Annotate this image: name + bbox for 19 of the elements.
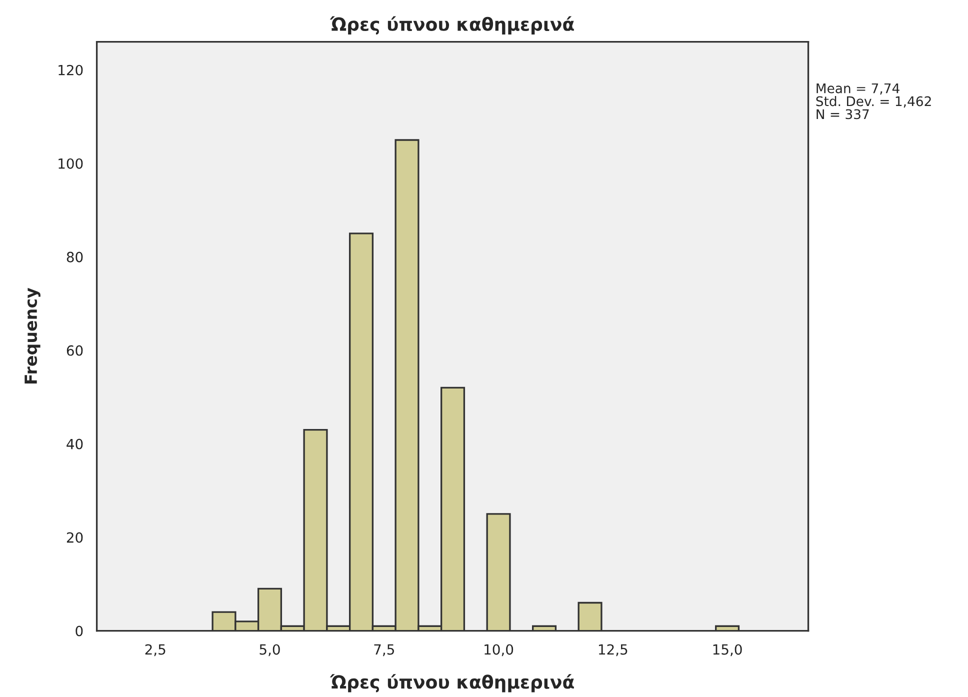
x-tick-label: 5,0 <box>260 644 280 656</box>
y-tick-label: 120 <box>58 64 83 76</box>
y-tick-label: 0 <box>76 626 83 636</box>
y-tick-label: 40 <box>66 438 83 450</box>
text: Std. Dev. = 1,462 <box>816 96 931 108</box>
x-tick-label: 12,5 <box>598 644 628 656</box>
y-tick-label: 80 <box>66 252 83 262</box>
y-tick-label: 100 <box>58 158 83 169</box>
x-tick-label: 7,5 <box>374 644 394 656</box>
x-tick-label: 15,0 <box>713 644 742 656</box>
y-axis-title: Frequency <box>24 288 40 384</box>
chart-title: Ώρες ύπνου καθημερινά <box>330 16 574 34</box>
y-tick-label: 20 <box>66 532 83 543</box>
text: N = 337 <box>816 109 869 120</box>
y-tick-label: 60 <box>66 345 83 356</box>
x-tick-label: 2,5 <box>145 644 166 656</box>
text: Mean = 7,74 <box>816 83 900 95</box>
x-tick-label: 10,0 <box>484 644 514 656</box>
x-axis-title: Ώρες ύπνου καθημερινά <box>330 674 574 692</box>
